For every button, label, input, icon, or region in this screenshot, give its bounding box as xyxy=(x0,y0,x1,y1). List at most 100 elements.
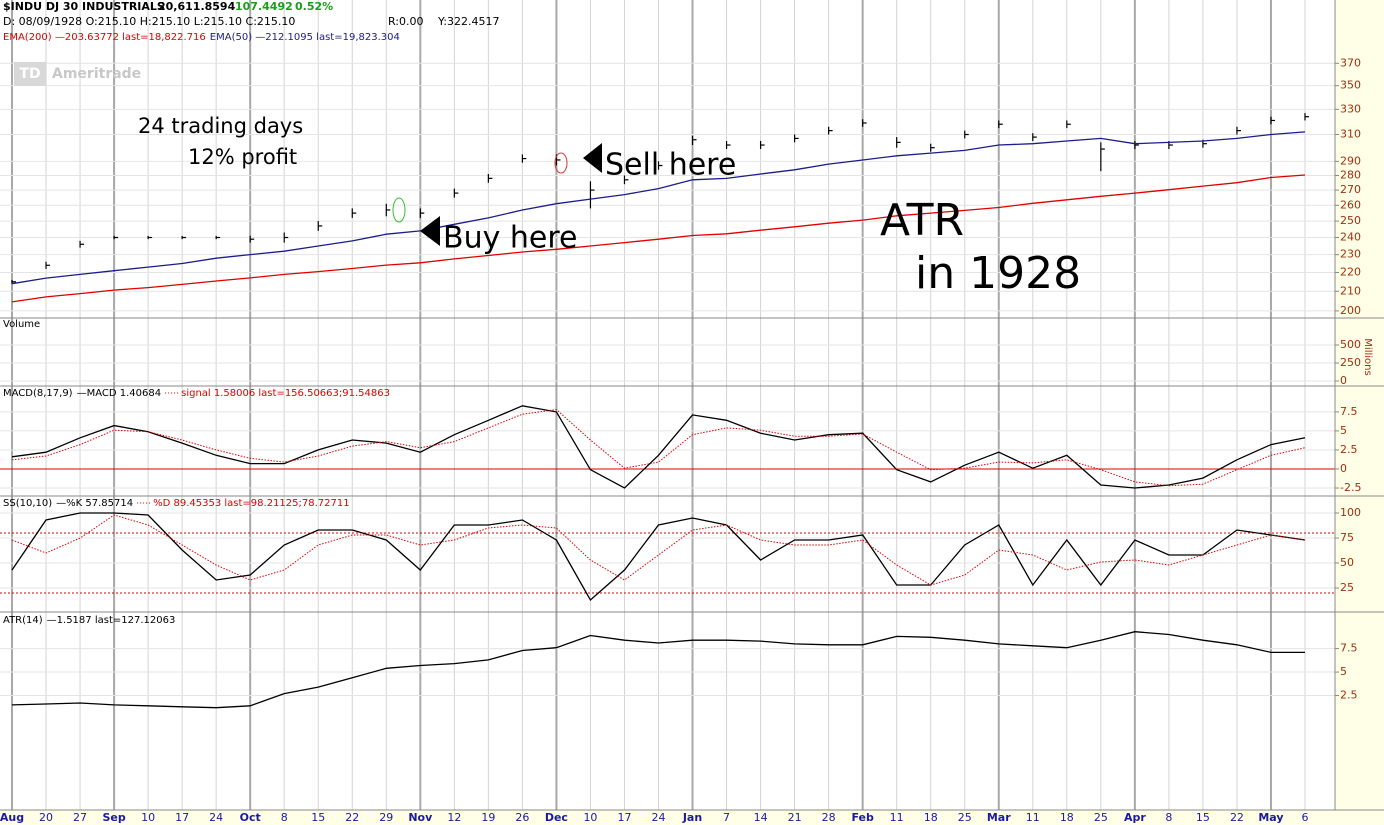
x-tick-label: 25 xyxy=(1094,811,1108,824)
x-tick-label: 6 xyxy=(1302,811,1309,824)
x-tick-label: 11 xyxy=(890,811,904,824)
y-tick-label: 220 xyxy=(1340,266,1361,279)
x-tick-label: 11 xyxy=(1026,811,1040,824)
legend-entry: —MACD 1.40684 xyxy=(77,388,162,399)
change-pct: 0.52% xyxy=(295,0,333,13)
x-tick-label: 7 xyxy=(723,811,730,824)
x-tick-label: 19 xyxy=(481,811,495,824)
x-tick-label: Sep xyxy=(102,811,125,824)
annotation: in 1928 xyxy=(915,248,1081,299)
y-tick-label: 500 xyxy=(1340,338,1361,351)
series-line xyxy=(11,174,1306,303)
x-tick-label: Apr xyxy=(1124,811,1146,824)
y-tick-label: 240 xyxy=(1340,231,1361,244)
x-tick-label: 24 xyxy=(209,811,223,824)
legend-entry: %D 89.45353 last=98.21125;78.72711 xyxy=(153,498,350,509)
y-tick-label: 75 xyxy=(1340,531,1354,544)
x-tick-label: 14 xyxy=(754,811,768,824)
y-tick-label: 350 xyxy=(1340,79,1361,92)
y-axis-label: Millions xyxy=(1362,338,1373,375)
series-line xyxy=(11,409,1306,487)
x-tick-label: 17 xyxy=(175,811,189,824)
bar-info: D: 08/09/1928 O:215.10 H:215.10 L:215.10… xyxy=(3,15,295,28)
y-tick-label: 200 xyxy=(1340,304,1361,317)
x-tick-label: 8 xyxy=(281,811,288,824)
y-tick-label: 250 xyxy=(1340,356,1361,369)
y-tick-label: 7.5 xyxy=(1340,405,1358,418)
axis-strip xyxy=(0,810,1384,825)
x-tick-label: 21 xyxy=(788,811,802,824)
x-tick-label: 29 xyxy=(379,811,393,824)
y-tick-label: 270 xyxy=(1340,183,1361,196)
y-tick-label: 5 xyxy=(1340,424,1347,437)
x-tick-label: Nov xyxy=(408,811,433,824)
series-line xyxy=(11,131,1306,285)
y-tick-label: 0 xyxy=(1340,462,1347,475)
change: 107.4492 xyxy=(235,0,293,13)
y-tick-label: 50 xyxy=(1340,556,1354,569)
x-tick-label: 25 xyxy=(958,811,972,824)
x-tick-label: 20 xyxy=(39,811,53,824)
y-tick-label: 25 xyxy=(1340,581,1354,594)
x-tick-label: 22 xyxy=(1230,811,1244,824)
x-tick-label: 26 xyxy=(515,811,529,824)
series-line xyxy=(11,405,1306,489)
x-tick-label: Aug xyxy=(0,811,24,824)
x-tick-label: 22 xyxy=(345,811,359,824)
series-line xyxy=(11,631,1305,709)
y-tick-label: 250 xyxy=(1340,214,1361,227)
annotation: 12% profit xyxy=(188,145,297,169)
legend-entry: EMA(50) —212.1095 last=19,823.304 xyxy=(210,32,400,43)
y-tick-label: 280 xyxy=(1340,168,1361,181)
x-tick-label: Dec xyxy=(545,811,568,824)
y-tick-label: 5 xyxy=(1340,665,1347,678)
legend-entry: —%K 57.85714 xyxy=(56,498,133,509)
y-tick-label: 7.5 xyxy=(1340,642,1358,655)
x-tick-label: 8 xyxy=(1165,811,1172,824)
y-value: Y:322.4517 xyxy=(437,15,499,28)
y-tick-label: 330 xyxy=(1340,102,1361,115)
x-tick-label: 15 xyxy=(1196,811,1210,824)
logo: TD xyxy=(19,66,40,82)
panel-title: MACD(8,17,9) xyxy=(3,388,73,399)
legend-entry: —1.5187 last=127.12063 xyxy=(47,615,176,626)
x-tick-label: 27 xyxy=(73,811,87,824)
panel-title: Volume xyxy=(3,319,40,330)
x-tick-label: 28 xyxy=(822,811,836,824)
x-tick-label: 15 xyxy=(311,811,325,824)
last-price: 20,611.8594 xyxy=(158,0,236,13)
y-tick-label: 260 xyxy=(1340,198,1361,211)
y-tick-label: 290 xyxy=(1340,154,1361,167)
overlay: TD Ameritrade $INDU DJ 30 INDUSTRIALS 20… xyxy=(3,0,1081,299)
y-tick-label: 2.5 xyxy=(1340,443,1358,456)
y-tick-label: 210 xyxy=(1340,284,1361,297)
x-tick-label: 10 xyxy=(141,811,155,824)
panel-title: ATR(14) xyxy=(3,615,43,626)
legend-entry: signal 1.58006 last=156.50663;91.54863 xyxy=(181,388,390,399)
x-tick-label: Jan xyxy=(682,811,702,824)
logo-box xyxy=(14,62,46,86)
annotation: Sell here xyxy=(605,148,736,183)
x-tick-label: Oct xyxy=(240,811,261,824)
x-tick-label: 24 xyxy=(652,811,666,824)
x-tick-label: Mar xyxy=(987,811,1011,824)
x-tick-label: 18 xyxy=(1060,811,1074,824)
range: R:0.00 xyxy=(388,15,424,28)
x-tick-label: May xyxy=(1258,811,1283,824)
arrow xyxy=(420,216,440,246)
x-tick-label: 10 xyxy=(583,811,597,824)
annotation: 24 trading days xyxy=(138,114,303,138)
x-tick-label: 12 xyxy=(447,811,461,824)
y-tick-label: 310 xyxy=(1340,127,1361,140)
y-tick-label: 230 xyxy=(1340,248,1361,261)
x-tick-label: 17 xyxy=(617,811,631,824)
panel-title: SS(10,10) xyxy=(3,498,52,509)
axis-strip xyxy=(1335,0,1384,825)
y-tick-label: 100 xyxy=(1340,506,1361,519)
buy-marker xyxy=(392,197,406,223)
symbol: $INDU DJ 30 INDUSTRIALS xyxy=(3,0,165,13)
legend-entry: EMA(200) —203.63772 last=18,822.716 xyxy=(3,32,206,43)
arrow xyxy=(583,143,602,173)
y-tick-label: 370 xyxy=(1340,56,1361,69)
